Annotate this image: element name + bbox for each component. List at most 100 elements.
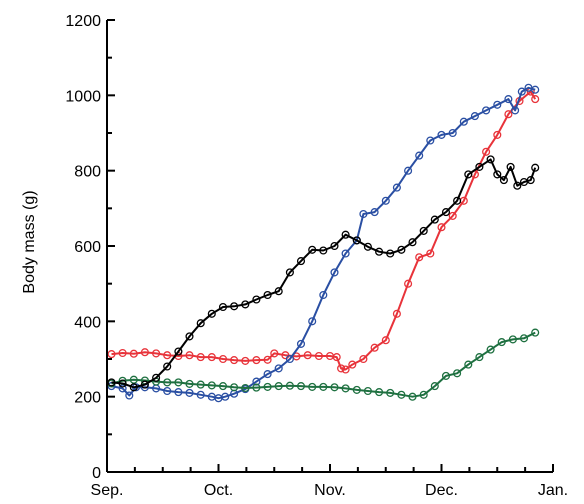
x-tick-label: Nov. [314,482,346,499]
data-point [163,378,172,387]
data-point [252,383,261,392]
data-point [296,382,306,391]
data-point [486,345,495,354]
data-point [531,95,540,104]
data-point [337,364,346,373]
data-point [163,351,172,360]
data-point [506,162,515,171]
data-point [196,380,205,389]
data-point [185,332,194,341]
data-point [415,151,424,160]
data-point [118,379,127,388]
data-point [392,309,401,318]
data-point [370,208,379,217]
data-point [464,360,473,369]
data-point [274,382,283,391]
data-point [470,112,479,121]
data-point [352,385,361,394]
data-point [330,383,339,392]
data-point [363,386,372,396]
y-axis-title: Body mass (g) [21,190,38,293]
data-point [497,338,506,347]
data-point [218,302,228,312]
data-point [493,100,502,109]
data-point [107,350,116,359]
data-point [107,378,116,387]
data-point [513,181,522,190]
data-point [437,130,446,139]
data-point [196,353,205,362]
data-point [486,155,495,164]
data-point [341,365,350,374]
data-point [341,249,350,258]
data-point [207,381,216,390]
data-point [118,384,127,393]
data-point [404,279,413,288]
data-point [152,349,161,358]
data-point [330,241,339,251]
y-tick-label: 400 [74,314,101,331]
data-point [207,309,216,318]
data-point [308,382,317,391]
data-point [332,353,341,362]
data-point [426,136,435,145]
data-point [511,106,520,115]
data-point [531,328,540,337]
data-point [296,257,306,266]
data-point [493,170,502,179]
data-point [196,390,205,399]
data-point [453,369,462,378]
data-point [475,162,484,171]
data-point [459,117,468,126]
data-point [392,183,401,192]
y-tick-label: 600 [74,239,101,256]
data-point [129,383,138,392]
data-point [519,334,529,343]
data-point [292,352,301,361]
data-point [448,211,457,220]
data-point [140,348,149,357]
data-point [404,166,413,175]
data-point [252,295,261,304]
data-point [274,287,283,296]
data-point [163,362,172,371]
y-tick-label: 1200 [65,13,101,30]
data-point [196,319,205,328]
data-point [341,384,350,393]
data-point [296,339,306,348]
data-point [230,383,239,392]
data-point [348,360,357,369]
data-point [185,379,194,388]
data-point [448,128,457,138]
data-point [526,176,535,185]
data-point [408,392,417,401]
data-point [218,354,228,364]
data-point [441,208,451,217]
data-point [504,95,513,104]
data-point [419,390,428,399]
data-point [218,382,228,391]
data-point [308,317,317,326]
data-point [441,371,451,380]
data-point [482,147,491,156]
data-point [241,300,250,309]
data-point [230,302,239,311]
data-point [426,249,435,258]
data-point [319,382,328,391]
data-point [308,245,317,254]
data-point [370,343,379,352]
data-point [397,390,406,399]
data-point [129,349,138,358]
data-point [517,87,526,96]
data-point [118,348,127,358]
y-tick-label: 200 [74,390,101,407]
data-point [163,386,172,396]
series-line [111,86,536,400]
data-point [241,356,250,365]
data-point [531,163,540,172]
series-1 [107,83,540,403]
series-3 [107,155,540,392]
data-point [274,364,283,373]
data-point [285,268,294,277]
